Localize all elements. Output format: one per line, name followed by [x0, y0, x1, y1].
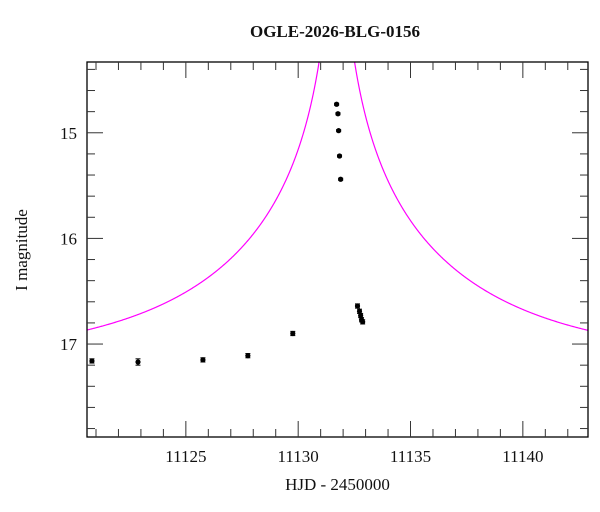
- plot-frame: [86, 61, 589, 438]
- data-point: [336, 128, 342, 134]
- y-axis-label: I magnitude: [12, 209, 31, 291]
- x-tick-label: 11135: [390, 447, 431, 466]
- y-tick-label: 17: [60, 335, 78, 354]
- data-point: [338, 176, 344, 182]
- chart-title: OGLE-2026-BLG-0156: [249, 22, 420, 41]
- data-point: [335, 111, 341, 117]
- data-point: [89, 358, 95, 364]
- data-point: [356, 308, 363, 314]
- data-point: [354, 303, 361, 309]
- y-tick-label: 16: [60, 229, 77, 248]
- x-tick-label: 11125: [165, 447, 206, 466]
- data-point: [360, 319, 366, 325]
- data-point: [245, 353, 251, 359]
- x-tick-label: 11130: [278, 447, 319, 466]
- x-tick-label: 11140: [502, 447, 543, 466]
- data-point: [290, 330, 296, 337]
- data-point: [200, 357, 206, 363]
- data-point: [135, 359, 141, 365]
- y-tick-label: 15: [60, 124, 77, 143]
- x-axis-label: HJD - 2450000: [285, 475, 390, 494]
- data-point: [358, 312, 364, 319]
- data-point: [334, 101, 340, 107]
- data-point: [336, 153, 343, 159]
- model-curve: [87, 62, 588, 331]
